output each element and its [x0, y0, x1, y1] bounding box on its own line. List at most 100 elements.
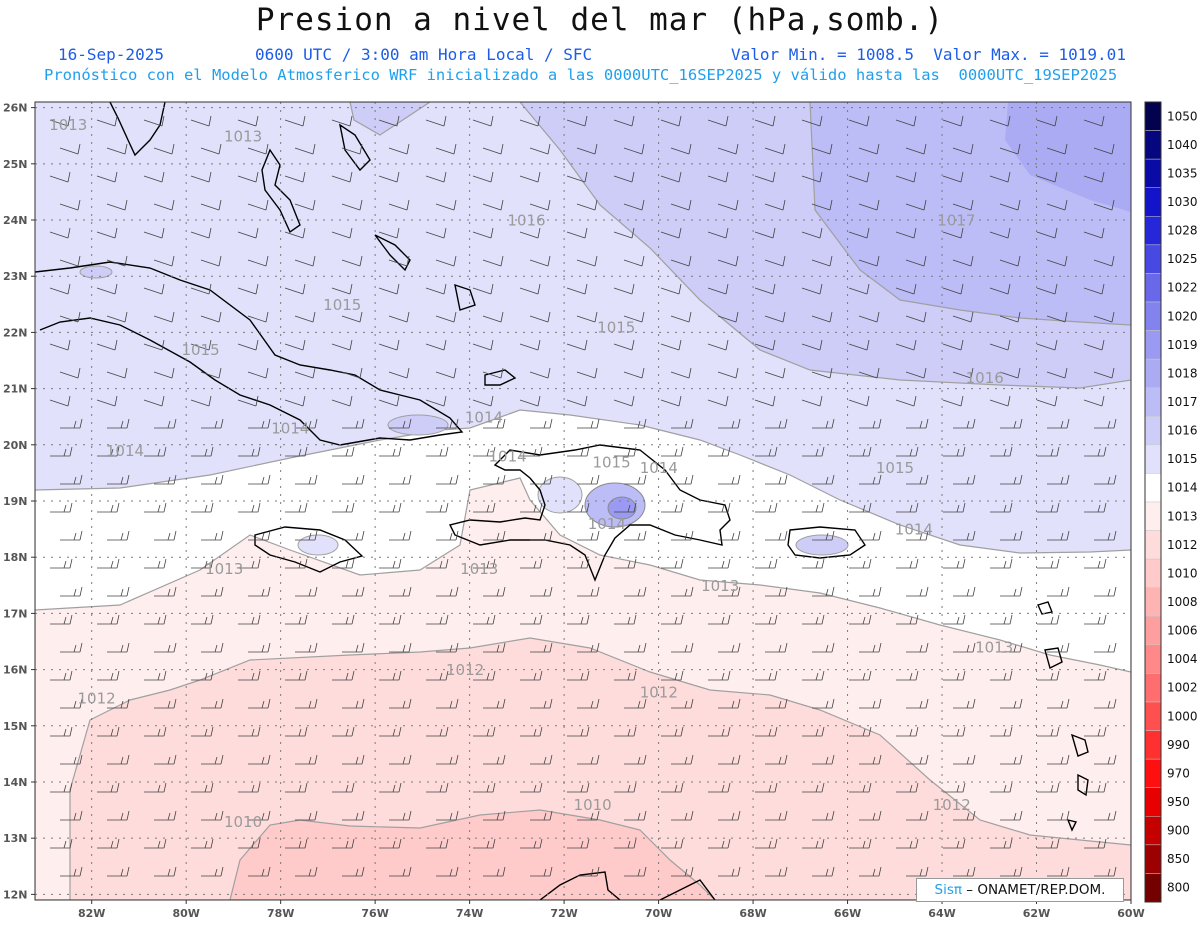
- wind-barb: [566, 395, 588, 407]
- longitude-ticks: 82W 80W 78W 76W 74W 72W 70W 68W 66W 64W 62W 60W: [78, 900, 1145, 920]
- wind-barb: [943, 558, 966, 569]
- wind-barb: [802, 726, 825, 737]
- colorbar-swatch: [1144, 387, 1162, 417]
- colorbar-label: 1002: [1167, 681, 1198, 695]
- wind-barb: [707, 227, 729, 239]
- wind-barb: [812, 530, 835, 541]
- wind-barb: [849, 838, 872, 849]
- wind-barb: [154, 810, 177, 821]
- credit-brand: Sisπ: [934, 882, 962, 898]
- wind-barb: [331, 171, 353, 183]
- wind-barb: [859, 474, 882, 485]
- wind-barb: [895, 395, 917, 407]
- wind-barb: [388, 311, 410, 323]
- wind-barb: [190, 171, 212, 183]
- wind-barb: [624, 754, 647, 765]
- wind-barb: [999, 311, 1021, 323]
- wind-barb: [670, 255, 692, 267]
- wind-barb: [285, 558, 308, 569]
- wind-barb: [718, 586, 741, 597]
- wind-barb: [285, 782, 308, 793]
- wind-barb: [754, 339, 776, 351]
- wind-barb: [1084, 782, 1107, 793]
- wind-barb: [576, 367, 598, 379]
- wind-barb: [660, 395, 682, 407]
- wind-barb: [849, 558, 872, 569]
- colorbar-label: 900: [1167, 824, 1190, 838]
- wind-barb: [802, 558, 825, 569]
- wind-barb: [97, 782, 120, 793]
- wind-barb: [755, 558, 778, 569]
- wind-barb: [530, 698, 553, 709]
- wind-barb: [435, 311, 457, 323]
- lat-tick-label: 20N: [3, 439, 28, 452]
- wind-barb: [97, 502, 120, 513]
- wind-barb: [765, 586, 788, 597]
- wind-barb: [660, 227, 682, 239]
- wind-barb: [896, 558, 919, 569]
- wind-barb: [284, 227, 306, 239]
- colorbar-label: 1017: [1167, 395, 1198, 409]
- wind-barb: [332, 670, 355, 681]
- wind-barb: [943, 446, 966, 457]
- wind-barb: [953, 418, 976, 429]
- coast-florida: [109, 102, 166, 157]
- colorbar-swatch: [1144, 673, 1162, 703]
- wind-barb: [378, 115, 400, 127]
- wind-barb: [989, 171, 1011, 183]
- wind-barb: [425, 115, 447, 127]
- wind-barb: [801, 115, 823, 127]
- wind-barb: [285, 726, 308, 737]
- wind-barb: [671, 754, 694, 765]
- wind-barb: [660, 283, 682, 295]
- wind-barb: [671, 642, 694, 653]
- colorbar-swatch: [1144, 473, 1162, 503]
- wind-barb: [473, 670, 496, 681]
- wind-barb: [190, 395, 212, 407]
- wind-barb: [60, 866, 83, 877]
- wind-barb: [566, 339, 588, 351]
- wind-barb: [1046, 199, 1068, 211]
- wind-barb: [144, 446, 167, 457]
- lon-tick-label: 68W: [739, 907, 766, 920]
- wind-barb: [858, 311, 880, 323]
- colorbar-label: 850: [1167, 852, 1190, 866]
- wind-barb: [248, 586, 271, 597]
- wind-barb: [425, 227, 447, 239]
- wind-barb: [802, 614, 825, 625]
- wind-barb: [341, 367, 363, 379]
- wind-barb: [50, 502, 73, 513]
- wind-barb: [378, 283, 400, 295]
- wind-barb: [801, 395, 823, 407]
- wind-barb: [529, 199, 551, 211]
- wind-barb: [153, 143, 175, 155]
- wind-barb: [999, 199, 1021, 211]
- wind-barb: [519, 227, 541, 239]
- wind-barb: [143, 227, 165, 239]
- colorbar-label: 1016: [1167, 424, 1198, 438]
- wind-barb: [342, 642, 365, 653]
- wind-barb: [1000, 418, 1023, 429]
- wind-barb: [577, 754, 600, 765]
- wind-barb: [106, 367, 128, 379]
- wind-barb: [989, 395, 1011, 407]
- wind-barb: [999, 367, 1021, 379]
- wind-barb: [623, 311, 645, 323]
- colorbar-label: 950: [1167, 795, 1190, 809]
- wind-barb: [1036, 339, 1058, 351]
- wind-barb: [1047, 698, 1070, 709]
- wind-barb: [896, 782, 919, 793]
- wind-barb: [96, 171, 118, 183]
- wind-barb: [191, 726, 214, 737]
- wind-barb: [1047, 866, 1070, 877]
- wind-barb: [989, 339, 1011, 351]
- wind-barb: [483, 418, 506, 429]
- wind-barb: [1084, 446, 1107, 457]
- wind-barb: [661, 558, 684, 569]
- wind-barb: [896, 726, 919, 737]
- wind-barb: [989, 227, 1011, 239]
- wind-barb: [472, 283, 494, 295]
- wind-barb: [613, 171, 635, 183]
- wind-barb: [482, 255, 504, 267]
- wind-barb: [483, 810, 506, 821]
